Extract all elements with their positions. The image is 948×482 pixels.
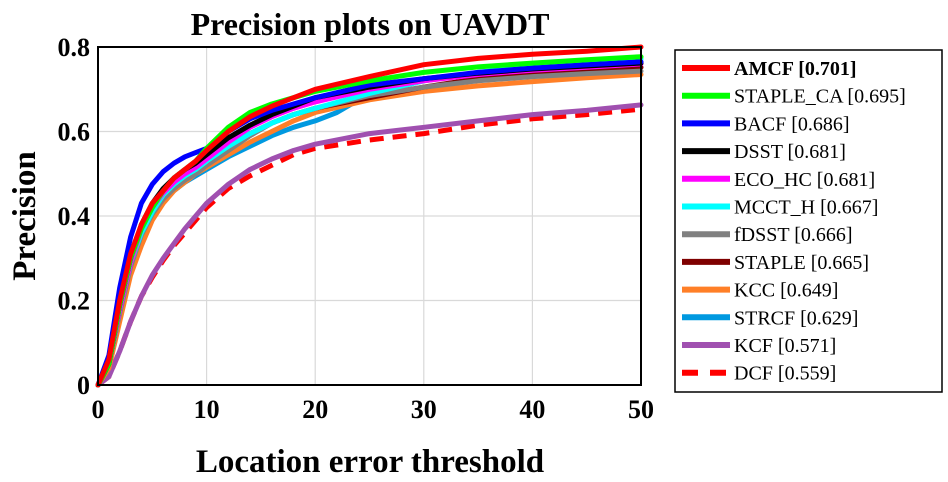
y-axis-label: Precision xyxy=(7,151,43,281)
legend-label: STAPLE [0.665] xyxy=(734,252,869,274)
legend-label: KCF [0.571] xyxy=(734,335,836,357)
x-tick-label: 0 xyxy=(92,395,105,424)
x-axis-label: Location error threshold xyxy=(196,444,544,480)
legend-box xyxy=(674,49,943,393)
legend-label: STAPLE_CA [0.695] xyxy=(734,86,906,108)
axis-ticks: 0 10 20 30 40 50 0 0.2 0.4 0.6 0.8 xyxy=(58,33,655,424)
y-tick-label: 0.6 xyxy=(58,118,91,147)
y-tick-label: 0.8 xyxy=(58,33,91,62)
x-tick-label: 20 xyxy=(302,395,328,424)
y-tick-label: 0.2 xyxy=(58,287,91,316)
legend-label: AMCF [0.701] xyxy=(734,58,857,80)
x-tick-label: 30 xyxy=(411,395,437,424)
plot-frame xyxy=(97,46,642,386)
y-tick-label: 0.4 xyxy=(58,202,91,231)
series-lines xyxy=(95,44,644,388)
y-tick-label: 0 xyxy=(77,371,90,400)
chart-title: Precision plots on UAVDT xyxy=(191,6,550,42)
legend-label: DSST [0.681] xyxy=(734,141,846,163)
legend: AMCF [0.701] STAPLE_CA [0.695] BACF [0.686… xyxy=(674,49,943,393)
legend-label: STRCF [0.629] xyxy=(734,307,858,329)
x-tick-label: 50 xyxy=(628,395,654,424)
series-line xyxy=(95,56,644,388)
series-line xyxy=(96,106,642,387)
legend-label: BACF [0.686] xyxy=(734,113,850,135)
series-line xyxy=(95,54,644,388)
x-tick-label: 10 xyxy=(194,395,220,424)
legend-label: KCC [0.649] xyxy=(734,280,838,302)
legend-label: DCF [0.559] xyxy=(734,363,836,385)
series-line xyxy=(95,72,644,388)
series-line xyxy=(95,44,644,388)
x-tick-label: 40 xyxy=(519,395,545,424)
legend-label: MCCT_H [0.667] xyxy=(734,197,878,219)
series-line xyxy=(95,102,644,388)
legend-label: fDSST [0.666] xyxy=(734,224,853,246)
legend-label: ECO_HC [0.681] xyxy=(734,169,875,191)
